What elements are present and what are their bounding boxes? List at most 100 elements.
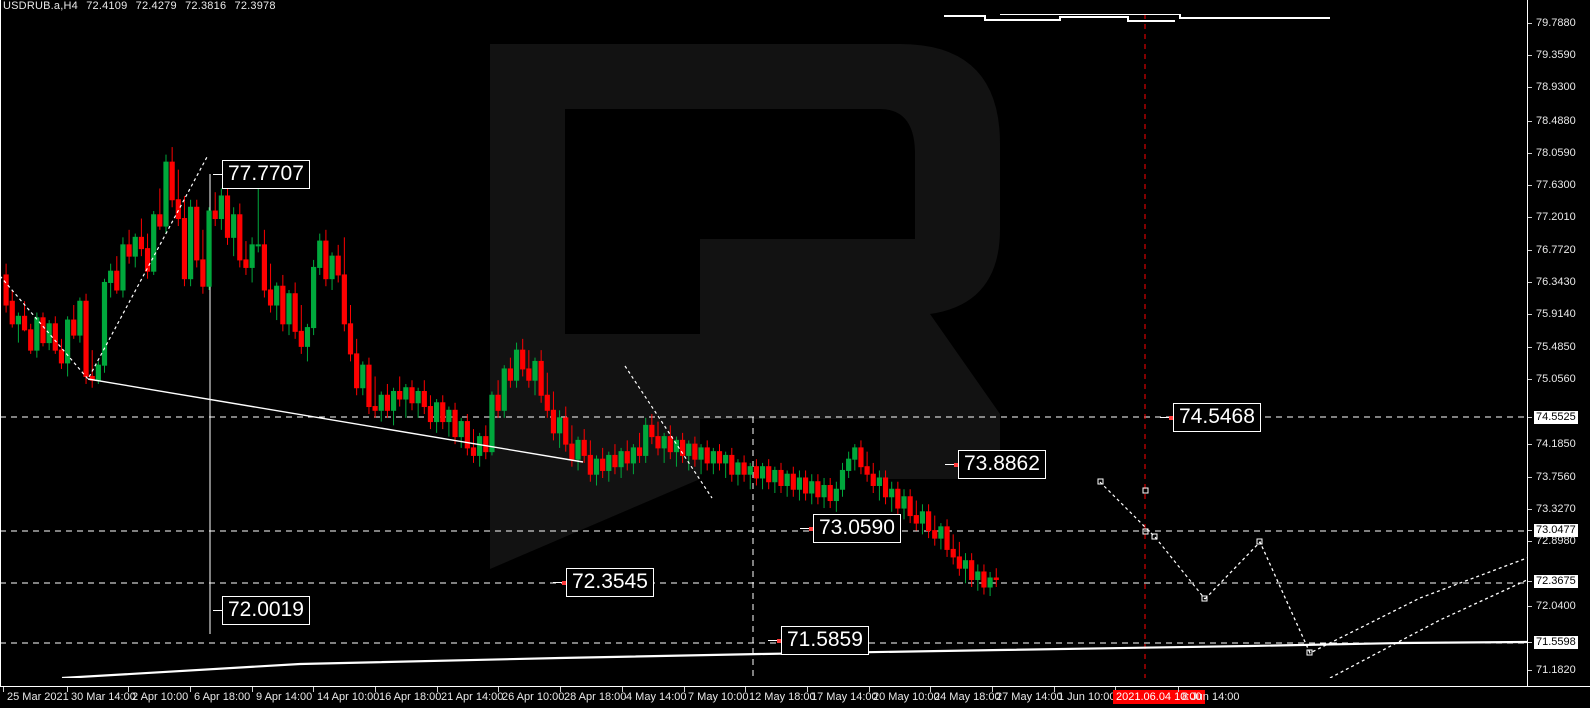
chart-plot-area[interactable]: [0, 14, 1527, 678]
time-tick-mark: [3, 687, 4, 692]
price-tick-mark: [1528, 605, 1532, 607]
price-tick-label: 79.3590: [1536, 49, 1576, 62]
tag-price-label: 71.5859: [781, 626, 869, 655]
time-tick-label: 24 May 18:00: [934, 691, 1001, 703]
time-tick-label: 2 Apr 10:00: [132, 691, 189, 703]
price-tick-label: 78.0590: [1536, 146, 1576, 159]
base-tag[interactable]: 72.0019: [213, 596, 310, 625]
support-tag[interactable]: 72.3545: [553, 568, 654, 597]
time-tick-mark: [684, 687, 685, 692]
time-tick-mark: [375, 687, 376, 692]
mid-tag[interactable]: 73.8862: [945, 450, 1046, 479]
time-tick-mark: [67, 687, 68, 692]
time-tick-mark: [992, 687, 993, 692]
tag-price-label: 72.3545: [566, 568, 654, 597]
price-tick-label: 73.7560: [1536, 470, 1576, 483]
price-tick-label: 71.1820: [1536, 664, 1576, 677]
time-tick-label: 8 Jun 14:00: [1182, 691, 1240, 703]
upper-envelope-line: [944, 15, 1175, 22]
resist-tag[interactable]: 74.5468: [1160, 403, 1261, 432]
drawing-handles: [1097, 478, 1313, 656]
tag-price-label: 73.0590: [813, 514, 901, 543]
time-tick-label: 30 Mar 14:00: [71, 691, 136, 703]
price-tick-label: 76.7720: [1536, 243, 1576, 256]
price-tick-label: 75.4850: [1536, 340, 1576, 353]
upper-envelope-line-2: [1000, 14, 1330, 19]
price-tick-mark: [1528, 22, 1532, 24]
price-tick-label: 78.4880: [1536, 114, 1576, 127]
tag-leader-line: [768, 640, 777, 641]
time-tick-label: 12 May 18:00: [749, 691, 816, 703]
time-tick-label: 1 Jun 10:00: [1058, 691, 1116, 703]
time-tick-mark: [869, 687, 870, 692]
price-tick-mark: [1528, 152, 1532, 154]
time-tick-mark: [252, 687, 253, 692]
price-tick-mark: [1528, 346, 1532, 348]
price-tick-label: 74.1850: [1536, 438, 1576, 451]
tag-price-label: 73.8862: [958, 450, 1046, 479]
price-tick-mark: [1528, 314, 1532, 316]
price-tick-mark: [1528, 529, 1532, 531]
price-tick-label: 72.0400: [1536, 599, 1576, 612]
time-tick-label: 16 Apr 18:00: [379, 691, 442, 703]
price-tick-label: 77.2010: [1536, 211, 1576, 224]
price-tick-mark: [1528, 217, 1532, 219]
tag-leader-line: [800, 528, 809, 529]
symbol-timeframe-label: USDRUB.a,H4: [3, 0, 78, 12]
time-tick-label: 26 Apr 10:00: [502, 691, 565, 703]
time-tick-label: 2021.06.04 10:00: [1113, 690, 1205, 704]
time-tick-mark: [313, 687, 314, 692]
quote-low: 72.3816: [185, 0, 227, 12]
time-tick-label: 9 Apr 14:00: [256, 691, 313, 703]
price-tick-mark: [1528, 670, 1532, 672]
price-tick-mark: [1528, 416, 1532, 418]
price-tick-label: 76.3430: [1536, 275, 1576, 288]
time-tick-mark: [560, 687, 561, 692]
price-tick-mark: [1528, 378, 1532, 380]
zigzag-swing-left: [0, 156, 208, 381]
time-tick-label: 25 Mar 2021: [7, 691, 69, 703]
tag-anchor-handle[interactable]: [562, 580, 566, 585]
peak-tag[interactable]: 77.7707: [213, 160, 310, 189]
price-tick-mark: [1528, 580, 1532, 582]
time-tick-mark: [745, 687, 746, 692]
price-tick-label: 75.0560: [1536, 372, 1576, 385]
time-tick-label: 21 Apr 14:00: [441, 691, 504, 703]
price-tick-mark: [1528, 476, 1532, 478]
price-tick-mark: [1528, 87, 1532, 89]
pivot-tag[interactable]: 73.0590: [800, 514, 901, 543]
price-tick-mark: [1528, 249, 1532, 251]
time-tick-mark: [437, 687, 438, 692]
price-tick-mark: [1528, 185, 1532, 187]
time-tick-mark: [190, 687, 191, 692]
tag-anchor-handle[interactable]: [1169, 415, 1173, 420]
tag-leader-line: [213, 174, 222, 175]
price-tick-mark: [1528, 444, 1532, 446]
time-axis[interactable]: 25 Mar 2021 30 Mar 14:00 2 Apr 10:00 6 Apr …: [0, 686, 1590, 707]
time-tick-label: 6 Apr 18:00: [194, 691, 251, 703]
quote-bar: USDRUB.a,H4 72.4109 72.4279 72.3816 72.3…: [0, 0, 276, 13]
time-tick-mark: [1115, 687, 1116, 692]
forecast-projection-path: [1204, 540, 1527, 654]
time-tick-label: 20 May 10:00: [873, 691, 940, 703]
time-tick-label: 14 Apr 10:00: [317, 691, 380, 703]
quote-open: 72.4109: [86, 0, 128, 12]
time-tick-mark: [1054, 687, 1055, 692]
target-tag[interactable]: 71.5859: [768, 626, 869, 655]
tag-leader-line: [1160, 417, 1169, 418]
time-tick-label: 28 Apr 18:00: [564, 691, 627, 703]
time-tick-mark: [1178, 687, 1179, 692]
tag-price-label: 74.5468: [1173, 403, 1261, 432]
quote-close: 72.3978: [234, 0, 276, 12]
zigzag-swing-right: [1099, 481, 1206, 600]
tag-anchor-handle[interactable]: [777, 638, 781, 643]
quote-high: 72.4279: [135, 0, 177, 12]
price-tick-mark: [1528, 281, 1532, 283]
price-tick-label: 79.7880: [1536, 16, 1576, 29]
price-axis[interactable]: 79.7880 79.3590 78.9300 78.4880 78.0590 77.63…: [1527, 0, 1590, 686]
time-tick-mark: [807, 687, 808, 692]
time-tick-label: 4 May 14:00: [626, 691, 687, 703]
time-tick-mark: [498, 687, 499, 692]
forecast-projection-path-2: [1329, 579, 1527, 678]
price-tick-label: 73.3270: [1536, 502, 1576, 515]
